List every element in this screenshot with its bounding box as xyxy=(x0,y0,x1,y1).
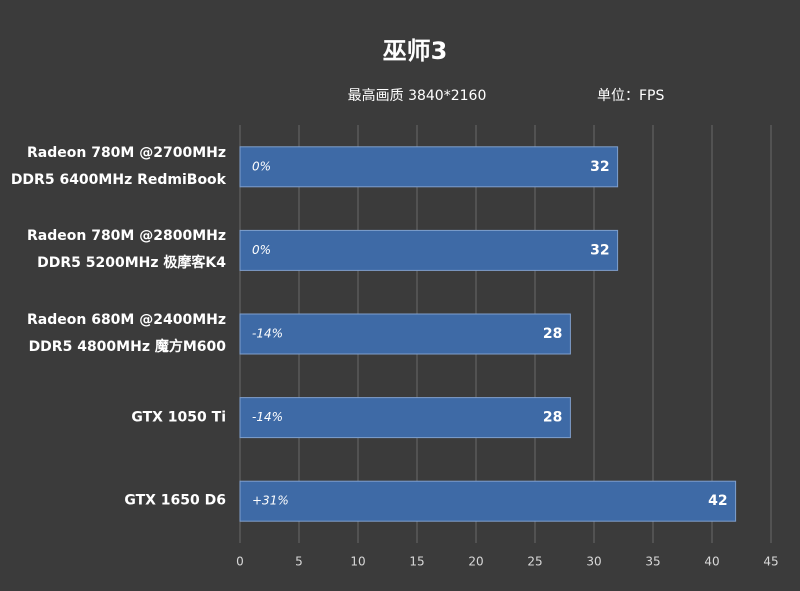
bar xyxy=(239,313,571,355)
x-tick-label: 35 xyxy=(645,555,660,569)
diff-label: -14% xyxy=(252,327,283,341)
value-label: 28 xyxy=(543,326,562,342)
x-tick-label: 10 xyxy=(350,555,365,569)
y-tick-label: Radeon 780M @2800MHz DDR5 5200MHz 极摩客K4 xyxy=(27,228,226,272)
subtitle: 最高画质 3840*2160 xyxy=(348,87,487,104)
diff-label: +31% xyxy=(252,494,289,508)
y-tick-label: Radeon 780M @2700MHz DDR5 6400MHz RedmiB… xyxy=(10,144,226,188)
x-tick-label: 20 xyxy=(468,555,483,569)
bar xyxy=(239,146,619,188)
x-tick-label: 15 xyxy=(409,555,424,569)
bar xyxy=(239,229,619,271)
x-tick-label: 30 xyxy=(586,555,601,569)
diff-label: 0% xyxy=(252,159,271,173)
x-tick-label: 40 xyxy=(704,555,719,569)
diff-label: -14% xyxy=(252,410,283,424)
unit-label: 单位：FPS xyxy=(597,88,664,104)
x-tick-label: 25 xyxy=(527,555,542,569)
y-tick-label: GTX 1650 D6 xyxy=(124,492,226,509)
y-tick-label: Radeon 680M @2400MHz DDR5 4800MHz 魔方M600 xyxy=(27,312,226,355)
x-tick-label: 5 xyxy=(295,555,303,569)
value-label: 28 xyxy=(543,410,562,426)
y-tick-label: GTX 1050 Ti xyxy=(131,409,226,426)
bar xyxy=(239,397,571,439)
chart-title: 巫师3 xyxy=(383,37,448,65)
value-label: 42 xyxy=(708,493,727,509)
value-label: 32 xyxy=(590,242,609,258)
x-tick-label: 45 xyxy=(763,555,778,569)
bar xyxy=(239,480,737,522)
value-label: 32 xyxy=(590,159,609,175)
diff-label: 0% xyxy=(252,243,271,257)
x-tick-label: 0 xyxy=(236,555,244,569)
